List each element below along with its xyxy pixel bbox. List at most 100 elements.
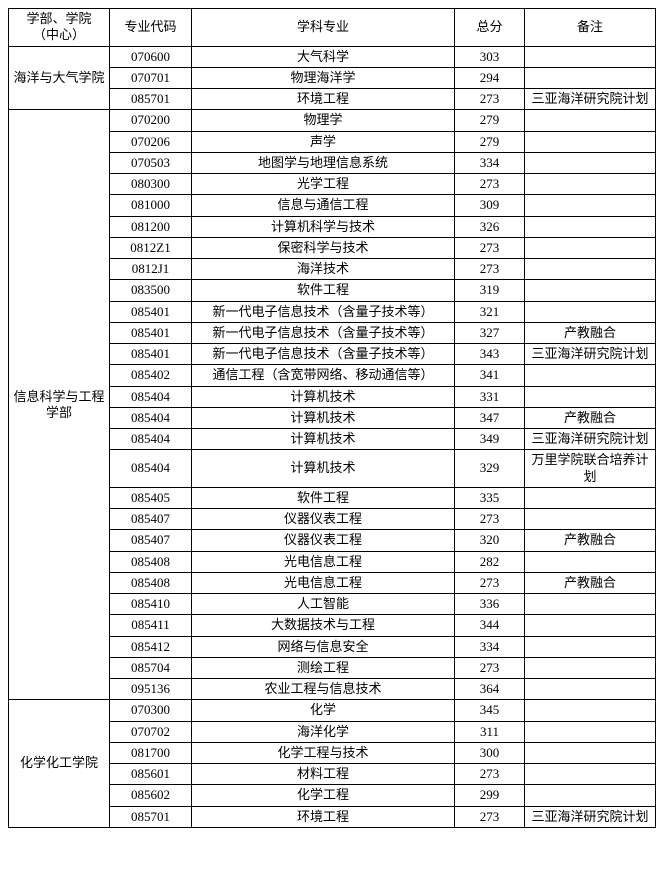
major-cell: 软件工程 xyxy=(192,280,455,301)
major-cell: 化学 xyxy=(192,700,455,721)
major-cell: 海洋化学 xyxy=(192,721,455,742)
table-row: 化学化工学院070300化学345 xyxy=(9,700,656,721)
score-cell: 326 xyxy=(455,216,525,237)
code-cell: 081000 xyxy=(110,195,192,216)
score-cell: 344 xyxy=(455,615,525,636)
score-cell: 329 xyxy=(455,450,525,488)
score-cell: 273 xyxy=(455,509,525,530)
score-cell: 282 xyxy=(455,551,525,572)
remark-cell xyxy=(525,131,656,152)
code-cell: 070701 xyxy=(110,67,192,88)
score-cell: 335 xyxy=(455,487,525,508)
major-cell: 物理海洋学 xyxy=(192,67,455,88)
major-cell: 测绘工程 xyxy=(192,657,455,678)
major-cell: 环境工程 xyxy=(192,806,455,827)
remark-cell xyxy=(525,615,656,636)
code-cell: 081700 xyxy=(110,742,192,763)
remark-cell xyxy=(525,46,656,67)
code-cell: 085411 xyxy=(110,615,192,636)
remark-cell: 产教融合 xyxy=(525,572,656,593)
dept-cell: 化学化工学院 xyxy=(9,700,110,828)
code-cell: 085412 xyxy=(110,636,192,657)
score-cell: 321 xyxy=(455,301,525,322)
score-cell: 273 xyxy=(455,572,525,593)
code-cell: 085404 xyxy=(110,450,192,488)
remark-cell: 三亚海洋研究院计划 xyxy=(525,89,656,110)
code-cell: 085408 xyxy=(110,572,192,593)
code-cell: 085408 xyxy=(110,551,192,572)
major-cell: 声学 xyxy=(192,131,455,152)
code-cell: 085404 xyxy=(110,429,192,450)
table-row: 海洋与大气学院070600大气科学303 xyxy=(9,46,656,67)
score-cell: 309 xyxy=(455,195,525,216)
remark-cell xyxy=(525,152,656,173)
remark-cell xyxy=(525,487,656,508)
major-cell: 计算机技术 xyxy=(192,450,455,488)
remark-cell xyxy=(525,700,656,721)
score-cell: 300 xyxy=(455,742,525,763)
remark-cell xyxy=(525,237,656,258)
score-cell: 347 xyxy=(455,407,525,428)
code-cell: 085701 xyxy=(110,89,192,110)
major-cell: 新一代电子信息技术（含量子技术等） xyxy=(192,301,455,322)
remark-cell xyxy=(525,174,656,195)
major-cell: 材料工程 xyxy=(192,764,455,785)
score-cell: 273 xyxy=(455,174,525,195)
code-cell: 070206 xyxy=(110,131,192,152)
major-cell: 环境工程 xyxy=(192,89,455,110)
remark-cell xyxy=(525,742,656,763)
major-cell: 大气科学 xyxy=(192,46,455,67)
major-cell: 光学工程 xyxy=(192,174,455,195)
code-cell: 085704 xyxy=(110,657,192,678)
score-cell: 345 xyxy=(455,700,525,721)
code-cell: 085401 xyxy=(110,344,192,365)
major-cell: 化学工程 xyxy=(192,785,455,806)
header-dept: 学部、学院（中心） xyxy=(9,9,110,47)
header-code: 专业代码 xyxy=(110,9,192,47)
code-cell: 095136 xyxy=(110,679,192,700)
major-cell: 新一代电子信息技术（含量子技术等） xyxy=(192,344,455,365)
code-cell: 070300 xyxy=(110,700,192,721)
code-cell: 083500 xyxy=(110,280,192,301)
code-cell: 085404 xyxy=(110,407,192,428)
major-cell: 光电信息工程 xyxy=(192,572,455,593)
code-cell: 085410 xyxy=(110,594,192,615)
code-cell: 085701 xyxy=(110,806,192,827)
major-cell: 软件工程 xyxy=(192,487,455,508)
code-cell: 081200 xyxy=(110,216,192,237)
major-cell: 通信工程（含宽带网络、移动通信等） xyxy=(192,365,455,386)
major-cell: 物理学 xyxy=(192,110,455,131)
dept-cell: 海洋与大气学院 xyxy=(9,46,110,110)
score-cell: 273 xyxy=(455,806,525,827)
remark-cell xyxy=(525,216,656,237)
remark-cell xyxy=(525,110,656,131)
remark-cell xyxy=(525,195,656,216)
code-cell: 085602 xyxy=(110,785,192,806)
code-cell: 0812Z1 xyxy=(110,237,192,258)
code-cell: 070503 xyxy=(110,152,192,173)
remark-cell xyxy=(525,365,656,386)
remark-cell: 产教融合 xyxy=(525,407,656,428)
code-cell: 085405 xyxy=(110,487,192,508)
major-cell: 计算机技术 xyxy=(192,407,455,428)
remark-cell xyxy=(525,386,656,407)
remark-cell xyxy=(525,259,656,280)
admission-table: 学部、学院（中心） 专业代码 学科专业 总分 备注 海洋与大气学院070600大… xyxy=(8,8,656,828)
remark-cell xyxy=(525,594,656,615)
remark-cell xyxy=(525,551,656,572)
score-cell: 331 xyxy=(455,386,525,407)
major-cell: 信息与通信工程 xyxy=(192,195,455,216)
major-cell: 保密科学与技术 xyxy=(192,237,455,258)
header-remark: 备注 xyxy=(525,9,656,47)
table-row: 信息科学与工程学部070200物理学279 xyxy=(9,110,656,131)
score-cell: 273 xyxy=(455,657,525,678)
score-cell: 341 xyxy=(455,365,525,386)
score-cell: 279 xyxy=(455,110,525,131)
major-cell: 大数据技术与工程 xyxy=(192,615,455,636)
score-cell: 349 xyxy=(455,429,525,450)
remark-cell: 产教融合 xyxy=(525,322,656,343)
score-cell: 303 xyxy=(455,46,525,67)
remark-cell xyxy=(525,636,656,657)
remark-cell: 万里学院联合培养计划 xyxy=(525,450,656,488)
major-cell: 仪器仪表工程 xyxy=(192,509,455,530)
